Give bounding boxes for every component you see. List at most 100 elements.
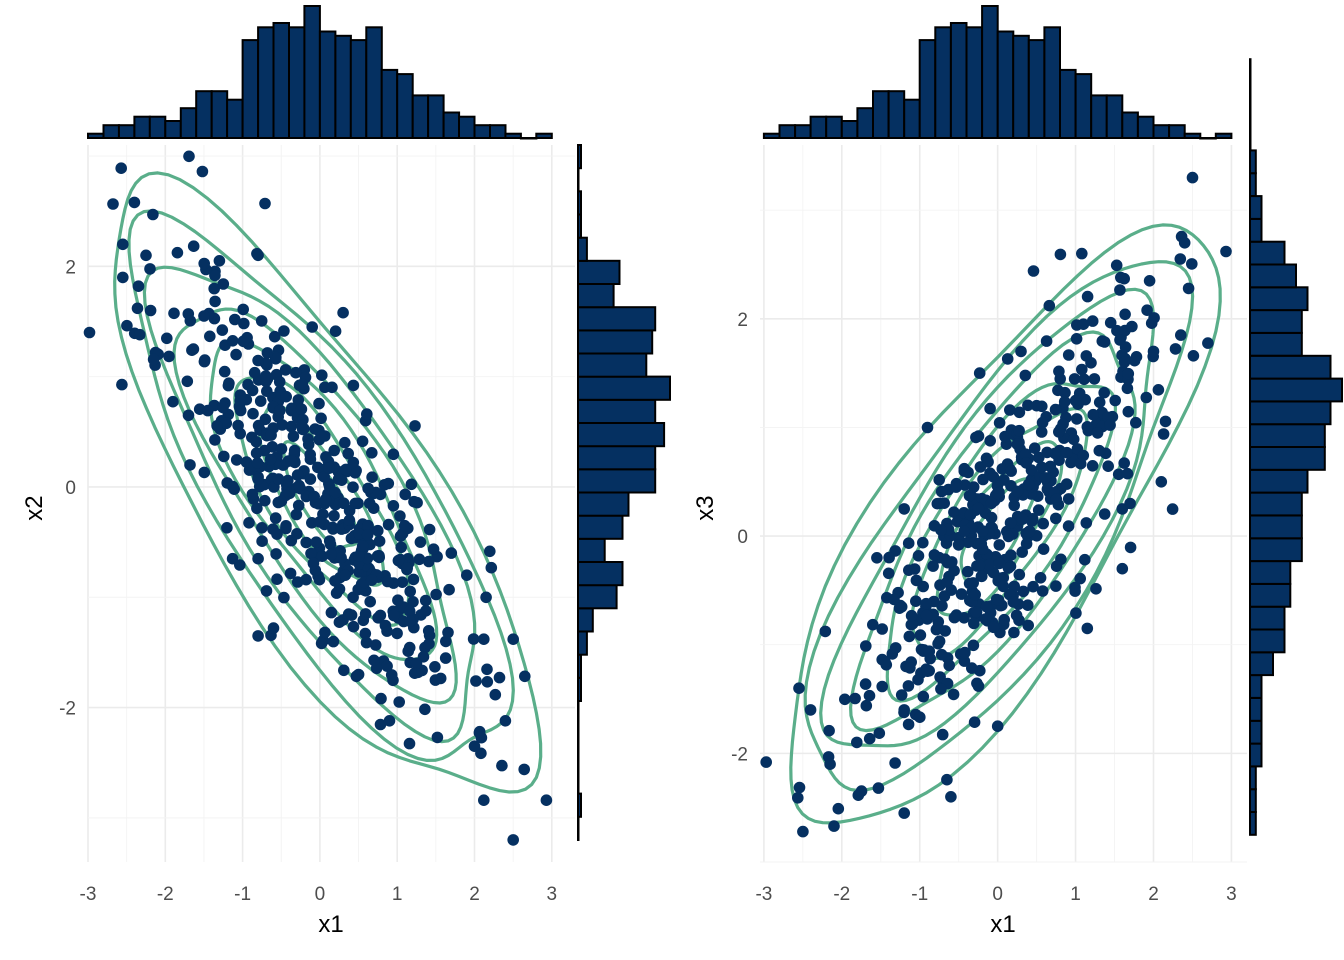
top-histogram-bar — [903, 98, 921, 139]
scatter-point — [264, 453, 277, 466]
right-histogram-bar — [577, 468, 657, 494]
scatter-point — [230, 454, 243, 466]
scatter-point — [1140, 391, 1153, 404]
top-histogram-bar — [241, 39, 260, 139]
right-histogram-bar — [1249, 195, 1263, 220]
right-histogram-bar — [1249, 331, 1303, 357]
scatter-point — [1119, 308, 1131, 321]
scatter-point — [928, 549, 941, 561]
scatter-point — [1104, 419, 1116, 431]
scatter-point — [1112, 468, 1125, 481]
scatter-point — [304, 473, 317, 485]
scatter-point — [1015, 345, 1027, 358]
scatter-point — [958, 462, 971, 475]
scatter-point — [361, 529, 374, 541]
scatter-point — [1115, 271, 1127, 284]
scatter-point — [1037, 517, 1049, 530]
right-histogram-bar — [577, 329, 654, 355]
scatter-point — [977, 473, 989, 486]
right-histogram-bar — [577, 723, 580, 749]
scatter-point — [1159, 415, 1172, 428]
right-histogram-bar — [1249, 149, 1257, 175]
left-x-axis-title: x1 — [318, 911, 343, 938]
scatter-point — [468, 740, 481, 752]
scatter-point — [347, 456, 360, 469]
scatter-point — [958, 525, 971, 537]
scatter-point — [252, 354, 264, 367]
scatter-point — [204, 330, 216, 343]
right-histogram-bar — [1249, 400, 1332, 426]
scatter-point — [410, 657, 423, 670]
top-histogram-bar — [87, 132, 105, 139]
scatter-point — [381, 660, 393, 672]
left-scatter-panel: -3 -2 -1 0 1 2 3 -2 0 2 — [59, 145, 575, 905]
scatter-point — [403, 605, 416, 617]
scatter-point — [388, 609, 400, 622]
right-histogram-bar — [1249, 81, 1252, 106]
scatter-point — [1010, 609, 1023, 622]
scatter-point — [443, 583, 455, 596]
scatter-point — [980, 601, 993, 613]
scatter-point — [1069, 585, 1081, 597]
scatter-point — [946, 556, 958, 568]
scatter-point — [217, 278, 230, 290]
density-contour — [127, 209, 515, 762]
scatter-point — [921, 421, 934, 434]
top-histogram-bar — [1059, 68, 1077, 139]
scatter-point — [920, 597, 932, 610]
scatter-point — [910, 595, 922, 607]
scatter-point — [161, 332, 173, 345]
top-histogram-bar — [1152, 124, 1171, 139]
scatter-point — [293, 479, 305, 492]
scatter-point — [1080, 517, 1093, 529]
scatter-point — [902, 537, 915, 549]
scatter-point — [876, 623, 888, 635]
scatter-point — [121, 319, 133, 332]
scatter-point — [391, 627, 403, 640]
scatter-point — [1152, 384, 1165, 396]
scatter-point — [300, 536, 313, 549]
top-histogram-bar — [380, 68, 399, 139]
scatter-point — [1058, 395, 1071, 408]
right-histogram-bar — [1249, 719, 1263, 745]
scatter-point — [912, 550, 925, 562]
scatter-point — [496, 759, 508, 772]
scatter-point — [917, 690, 930, 703]
scatter-point — [793, 781, 806, 794]
scatter-point — [284, 567, 297, 580]
scatter-point — [117, 271, 129, 284]
scatter-point — [910, 574, 923, 587]
scatter-point — [935, 648, 948, 661]
scatter-point — [226, 552, 239, 565]
scatter-point — [481, 663, 493, 676]
scatter-point — [905, 609, 918, 622]
scatter-point — [832, 802, 845, 815]
scatter-point — [403, 737, 416, 750]
scatter-point — [871, 552, 883, 564]
scatter-point — [315, 637, 328, 650]
right-histogram-bar — [1249, 651, 1274, 677]
scatter-point — [1166, 503, 1179, 515]
scatter-point — [202, 404, 214, 417]
scatter-point — [211, 420, 223, 432]
scatter-point — [478, 794, 490, 806]
right-histogram-bar — [1249, 742, 1263, 768]
scatter-point — [1020, 538, 1033, 550]
x-tick-label: 2 — [1148, 884, 1159, 905]
scatter-point — [985, 497, 998, 510]
scatter-point — [1011, 438, 1024, 451]
scatter-point — [315, 430, 328, 443]
scatter-point — [902, 680, 915, 692]
scatter-point — [992, 594, 1005, 606]
scatter-point — [345, 609, 358, 621]
scatter-point — [144, 263, 156, 275]
scatter-point — [970, 606, 983, 618]
right-histogram-bar — [577, 190, 582, 216]
top-histogram-bar — [288, 26, 306, 139]
scatter-point — [252, 630, 264, 642]
scatter-point — [967, 577, 979, 589]
scatter-point — [234, 395, 246, 407]
scatter-point — [1102, 460, 1114, 473]
scatter-point — [966, 662, 978, 674]
scatter-point — [387, 674, 399, 687]
